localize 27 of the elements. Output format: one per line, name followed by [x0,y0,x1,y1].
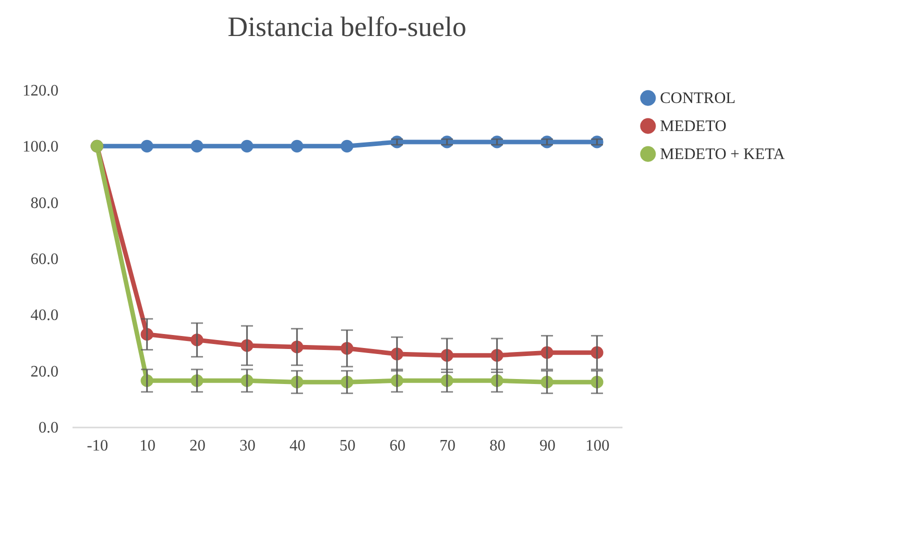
x-tick-label: -10 [86,438,108,454]
y-tick-label: 100.0 [22,138,58,156]
y-tick-label: 80.0 [30,194,58,212]
x-tick-label: 70 [440,438,456,454]
legend-label: MEDETO [660,118,726,135]
legend-label: CONTROL [660,90,736,107]
y-tick-label: 120.0 [22,82,58,100]
x-tick-label: 20 [190,438,206,454]
point [140,140,154,152]
x-tick-label: 30 [240,438,256,454]
y-tick-label: 60.0 [30,251,58,268]
x-tick-label: 90 [540,438,556,454]
x-tick-label: 80 [490,438,506,454]
point [340,140,354,152]
x-tick-label: 40 [290,438,306,454]
y-tick-label: 0.0 [38,420,58,436]
x-tick-label: 100 [586,438,610,454]
chart-title: Distancia belfo-suelo [228,12,466,43]
x-tick-label: 50 [340,438,356,454]
point [240,140,254,152]
point [190,140,204,152]
x-tick-label: 10 [140,438,156,454]
y-tick-label: 40.0 [30,307,58,324]
point [290,140,304,152]
x-tick-label: 60 [390,438,406,454]
legend-label: MEDETO + KETA [660,146,786,163]
y-tick-label: 20.0 [30,363,58,380]
